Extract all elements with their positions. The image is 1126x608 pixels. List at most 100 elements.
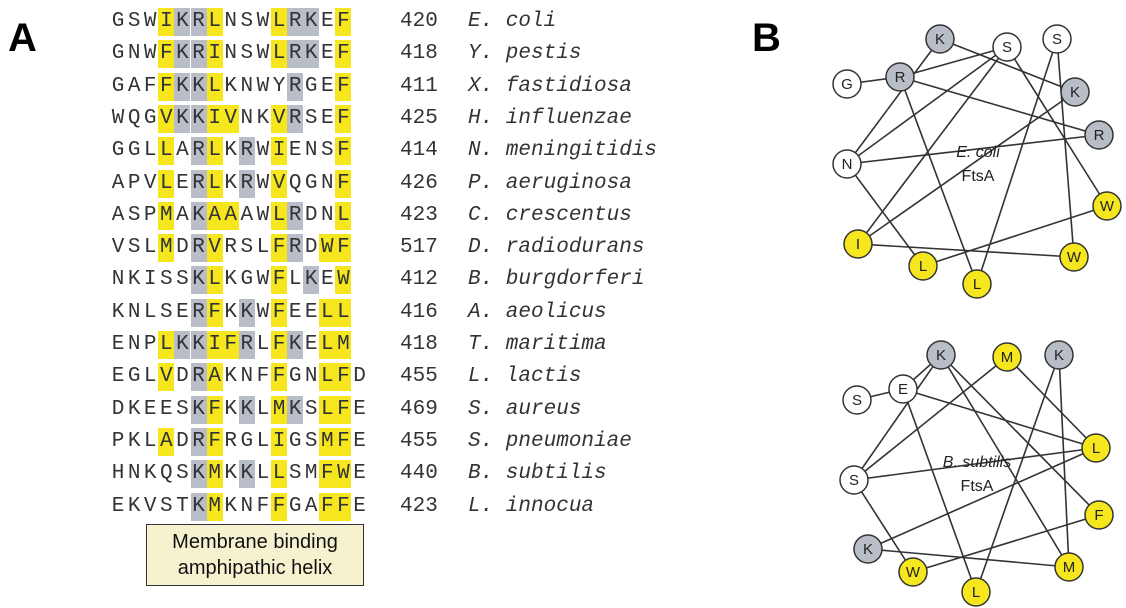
residue: G: [127, 139, 141, 163]
residue-number: 423: [400, 203, 438, 227]
residue: F: [206, 298, 223, 327]
residue-letter: S: [1052, 31, 1062, 48]
residue-letter: W: [1100, 198, 1115, 215]
residue: S: [127, 236, 141, 260]
residue: D: [304, 236, 318, 260]
panel-b-label: B: [752, 16, 781, 60]
residue: D: [111, 397, 125, 421]
organism-name: P. aeruginosa: [468, 171, 632, 195]
residue: K: [224, 171, 238, 195]
residue: L: [271, 201, 288, 230]
residue: N: [224, 42, 238, 66]
residue: P: [143, 333, 157, 356]
residue: K: [174, 8, 191, 36]
residue: E: [321, 10, 334, 33]
residue: S: [176, 397, 189, 421]
residue: K: [224, 462, 238, 486]
residue: L: [256, 429, 270, 453]
helix-connector-line: [1006, 356, 1097, 449]
residue-circle: [1081, 433, 1111, 463]
residue: K: [303, 40, 320, 69]
residue: L: [143, 236, 157, 260]
residue: K: [127, 429, 141, 453]
residue: F: [222, 331, 239, 359]
residue: W: [143, 10, 157, 33]
helical-wheel-bsubtilis: K M K L F M L W K S S E B. subtilis FtsA: [839, 340, 1114, 607]
organism-name: L. innocua: [468, 494, 595, 518]
residue-circle: [962, 269, 992, 299]
residue: Y: [272, 74, 286, 98]
wheel-protein-label: FtsA: [962, 168, 995, 185]
helix-connector-line: [975, 354, 1060, 593]
residue: K: [190, 460, 207, 489]
residue: T: [176, 494, 189, 518]
residue: R: [190, 427, 207, 456]
organism-name: B. burgdorferi: [468, 268, 645, 292]
residue-circle: [898, 557, 928, 587]
helix-connector-line: [846, 163, 924, 267]
residue: N: [240, 494, 254, 518]
residue-number: 517: [400, 236, 438, 260]
residue: M: [206, 460, 223, 489]
helix-connector-line: [902, 388, 1097, 449]
residue: G: [240, 268, 254, 292]
residue-letter: M: [1001, 349, 1014, 366]
residue: K: [190, 492, 207, 521]
residue-circle: [1084, 500, 1114, 530]
helix-connector-line: [899, 76, 978, 285]
residue: K: [190, 72, 207, 101]
organism-name: L. lactis: [468, 365, 582, 389]
residue: F: [271, 331, 288, 359]
residue: W: [256, 139, 270, 163]
organism-name: B. subtilis: [468, 462, 607, 486]
residue-circle: [832, 149, 862, 179]
residue: L: [158, 331, 175, 359]
alignment-row: E G L V D R A K N F F G N L F D 455 L. lactis: [110, 359, 760, 392]
residue: M: [304, 462, 318, 486]
helix-connector-line: [922, 205, 1108, 267]
residue: N: [240, 365, 254, 389]
residue-circle: [853, 534, 883, 564]
helical-wheels: K S S K R W W L L I N G R E. coli FtsA K M K L F M L W K S S E B. …: [832, 24, 1122, 607]
residue: R: [224, 429, 238, 453]
residue: W: [256, 10, 270, 33]
residue: A: [176, 203, 189, 227]
residue: F: [158, 72, 175, 101]
organism-name: D. radiodurans: [468, 236, 645, 260]
residue: S: [127, 203, 141, 227]
residue: K: [190, 104, 207, 133]
residue: R: [190, 40, 207, 69]
wheel-organism-label: B. subtilis: [943, 454, 1011, 471]
callout-line-2: amphipathic helix: [177, 557, 333, 579]
residue-number: 418: [400, 333, 438, 356]
residue-letter: R: [895, 69, 906, 86]
residue: L: [288, 268, 302, 292]
alignment-row: G S W I K R L N S W L R K E F 420 E. coli: [110, 4, 760, 36]
residue-number: 411: [400, 74, 438, 98]
residue: W: [256, 203, 270, 227]
organism-name: S. pneumoniae: [468, 429, 632, 453]
residue-number: 412: [400, 268, 438, 292]
residue: E: [304, 300, 318, 324]
residue: K: [190, 395, 207, 424]
residue-letter: I: [856, 236, 860, 253]
residue: L: [158, 169, 175, 198]
residue-letter: S: [1002, 39, 1012, 56]
residue: R: [190, 137, 207, 166]
helix-connector-line: [940, 354, 1070, 568]
residue: S: [160, 300, 173, 324]
residue: L: [271, 460, 288, 489]
residue: K: [224, 268, 238, 292]
residue: G: [304, 74, 318, 98]
residue-circle: [961, 577, 991, 607]
residue: E: [321, 106, 334, 130]
helix-connector-line: [1058, 354, 1070, 568]
residue: Q: [288, 171, 302, 195]
residue-letter: K: [935, 31, 945, 48]
residue: D: [176, 365, 189, 389]
residue: N: [321, 203, 334, 227]
alignment-row: E K V S T K M K N F F G A F F E 423 L. innocua: [110, 489, 760, 521]
residue: R: [287, 72, 304, 101]
helix-connector-line: [940, 354, 1100, 516]
residue-letter: L: [919, 258, 927, 275]
